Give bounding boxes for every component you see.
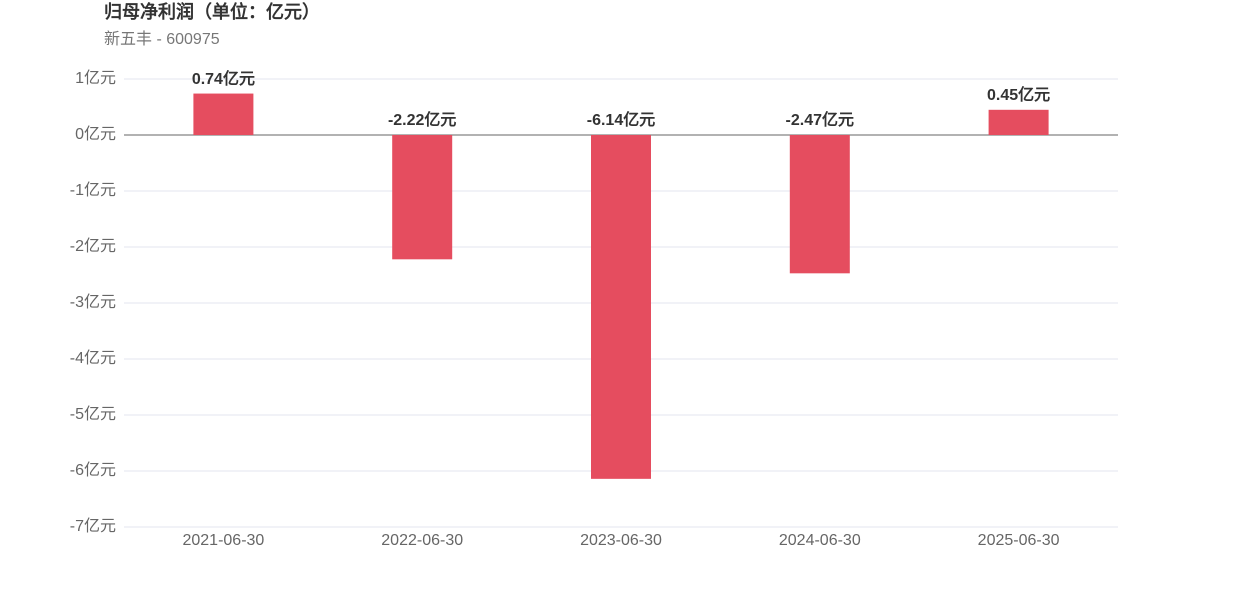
x-tick-label: 2022-06-30 [381,532,463,549]
x-tick-label: 2025-06-30 [978,532,1060,549]
y-tick-label: -3亿元 [70,293,116,311]
y-tick-label: 1亿元 [75,69,116,87]
x-tick-label: 2023-06-30 [580,532,662,549]
bar [591,135,651,479]
y-tick-label: -2亿元 [70,237,116,255]
bar [988,109,1049,135]
y-tick-label: -6亿元 [70,461,116,479]
y-tick-label: -4亿元 [70,349,116,367]
chart-subtitle: 新五丰 - 600975 [104,30,220,48]
chart-title: 归母净利润（单位：亿元） [104,1,320,22]
value-label: -2.22亿元 [388,110,456,129]
bar [392,135,453,260]
y-tick-label: -5亿元 [70,405,116,423]
y-tick-label: -1亿元 [70,181,116,199]
bar [789,135,850,274]
y-tick-label: 0亿元 [75,125,116,143]
y-tick-label: -7亿元 [70,517,116,535]
x-tick-label: 2021-06-30 [182,532,264,549]
value-label: -6.14亿元 [587,110,655,129]
bar [193,93,254,135]
value-label: 0.45亿元 [987,85,1050,104]
x-tick-label: 2024-06-30 [779,532,861,549]
value-label: 0.74亿元 [192,69,255,88]
value-label: -2.47亿元 [786,110,854,129]
